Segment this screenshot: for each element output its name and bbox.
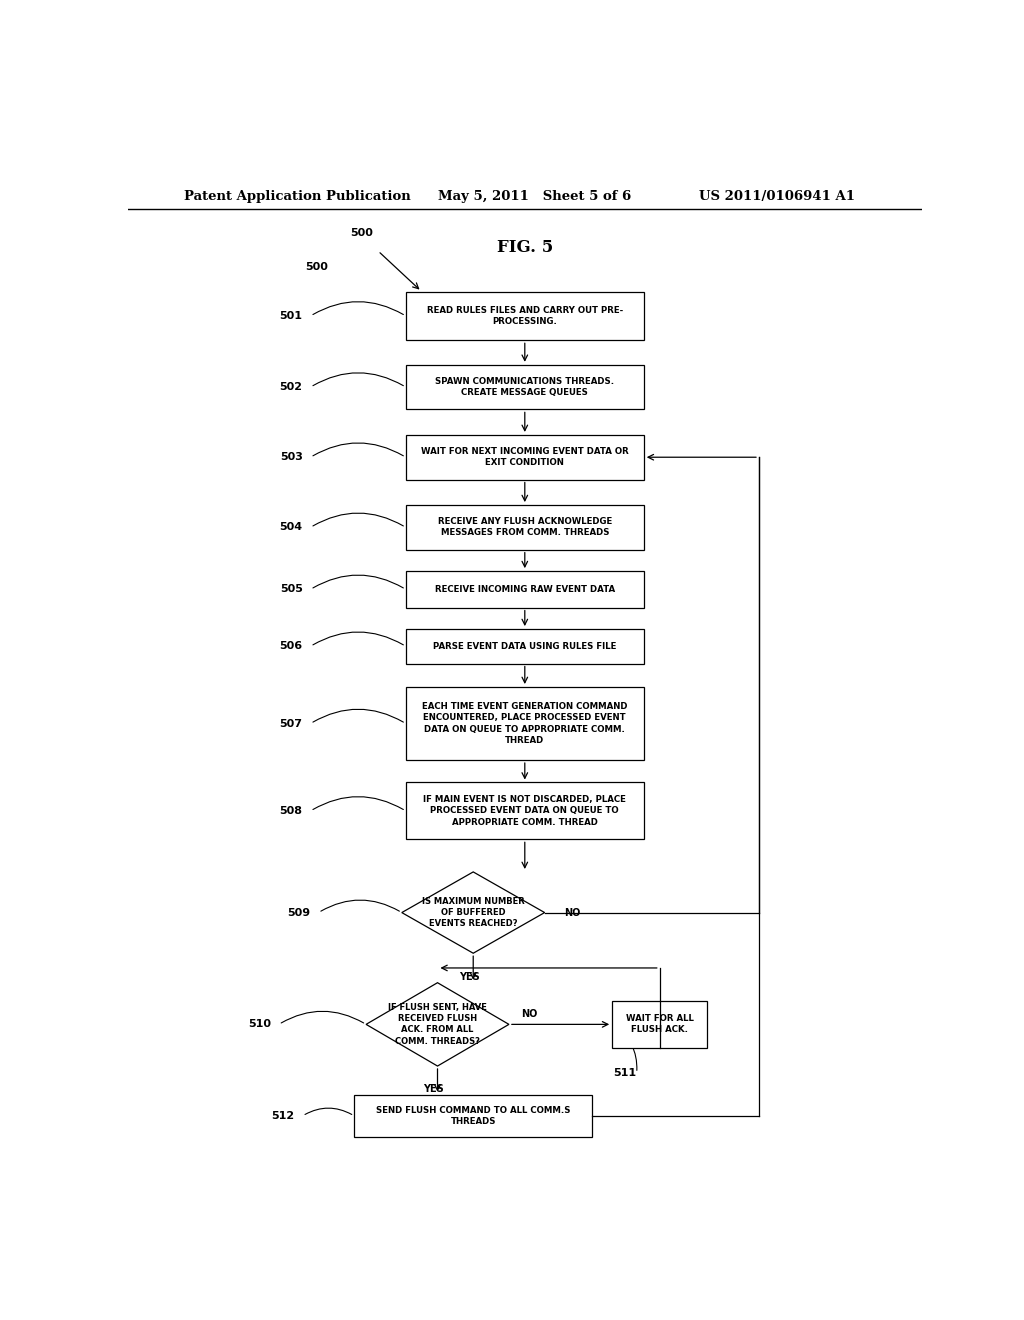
- Text: 512: 512: [271, 1111, 295, 1121]
- Text: EACH TIME EVENT GENERATION COMMAND
ENCOUNTERED, PLACE PROCESSED EVENT
DATA ON QU: EACH TIME EVENT GENERATION COMMAND ENCOU…: [422, 702, 628, 744]
- Text: FIG. 5: FIG. 5: [497, 239, 553, 256]
- Text: 509: 509: [288, 908, 310, 917]
- FancyBboxPatch shape: [406, 506, 644, 549]
- Text: Patent Application Publication: Patent Application Publication: [183, 190, 411, 202]
- Text: NO: NO: [521, 1010, 538, 1019]
- FancyBboxPatch shape: [406, 630, 644, 664]
- FancyBboxPatch shape: [406, 783, 644, 840]
- FancyBboxPatch shape: [406, 364, 644, 409]
- Text: May 5, 2011   Sheet 5 of 6: May 5, 2011 Sheet 5 of 6: [437, 190, 631, 202]
- Text: 500: 500: [350, 227, 374, 238]
- Text: 511: 511: [612, 1068, 636, 1078]
- FancyBboxPatch shape: [406, 434, 644, 479]
- Text: US 2011/0106941 A1: US 2011/0106941 A1: [699, 190, 855, 202]
- Text: YES: YES: [423, 1084, 444, 1094]
- Text: YES: YES: [459, 972, 479, 982]
- FancyBboxPatch shape: [406, 686, 644, 760]
- Text: IF MAIN EVENT IS NOT DISCARDED, PLACE
PROCESSED EVENT DATA ON QUEUE TO
APPROPRIA: IF MAIN EVENT IS NOT DISCARDED, PLACE PR…: [423, 796, 627, 826]
- Text: 505: 505: [280, 585, 303, 594]
- Text: 500: 500: [305, 263, 328, 272]
- Text: NO: NO: [564, 908, 581, 917]
- Text: WAIT FOR ALL
FLUSH ACK.: WAIT FOR ALL FLUSH ACK.: [626, 1014, 693, 1035]
- Text: READ RULES FILES AND CARRY OUT PRE-
PROCESSING.: READ RULES FILES AND CARRY OUT PRE- PROC…: [427, 306, 623, 326]
- Text: 504: 504: [280, 523, 303, 532]
- FancyBboxPatch shape: [406, 292, 644, 341]
- Text: 507: 507: [280, 718, 303, 729]
- Text: SPAWN COMMUNICATIONS THREADS.
CREATE MESSAGE QUEUES: SPAWN COMMUNICATIONS THREADS. CREATE MES…: [435, 378, 614, 397]
- Text: 503: 503: [280, 453, 303, 462]
- FancyBboxPatch shape: [612, 1001, 708, 1048]
- Text: 501: 501: [280, 312, 303, 321]
- Text: 510: 510: [248, 1019, 270, 1030]
- Text: SEND FLUSH COMMAND TO ALL COMM.S
THREADS: SEND FLUSH COMMAND TO ALL COMM.S THREADS: [376, 1106, 570, 1126]
- Text: IS MAXIMUM NUMBER
OF BUFFERED
EVENTS REACHED?: IS MAXIMUM NUMBER OF BUFFERED EVENTS REA…: [422, 898, 524, 928]
- Text: RECEIVE ANY FLUSH ACKNOWLEDGE
MESSAGES FROM COMM. THREADS: RECEIVE ANY FLUSH ACKNOWLEDGE MESSAGES F…: [437, 517, 612, 537]
- FancyBboxPatch shape: [406, 572, 644, 607]
- Text: IF FLUSH SENT, HAVE
RECEIVED FLUSH
ACK. FROM ALL
COMM. THREADS?: IF FLUSH SENT, HAVE RECEIVED FLUSH ACK. …: [388, 1003, 487, 1045]
- Polygon shape: [367, 982, 509, 1067]
- Text: 506: 506: [280, 642, 303, 651]
- Text: 508: 508: [280, 807, 303, 816]
- Text: PARSE EVENT DATA USING RULES FILE: PARSE EVENT DATA USING RULES FILE: [433, 642, 616, 651]
- Text: RECEIVE INCOMING RAW EVENT DATA: RECEIVE INCOMING RAW EVENT DATA: [435, 585, 614, 594]
- Text: 502: 502: [280, 381, 303, 392]
- Polygon shape: [401, 873, 545, 953]
- FancyBboxPatch shape: [354, 1094, 592, 1138]
- Text: WAIT FOR NEXT INCOMING EVENT DATA OR
EXIT CONDITION: WAIT FOR NEXT INCOMING EVENT DATA OR EXI…: [421, 447, 629, 467]
